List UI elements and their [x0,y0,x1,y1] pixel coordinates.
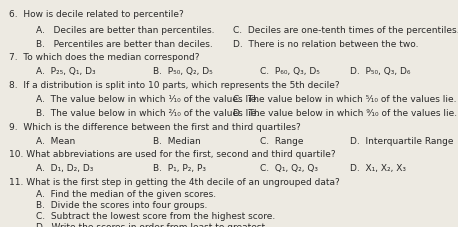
Text: B.  The value below in which ²⁄₁₀ of the values lie.: B. The value below in which ²⁄₁₀ of the … [36,108,259,117]
Text: 6.  How is decile related to percentile?: 6. How is decile related to percentile? [9,10,184,19]
Text: A.  The value below in which ¹⁄₁₀ of the values lie.: A. The value below in which ¹⁄₁₀ of the … [36,95,259,104]
Text: A.  D₁, D₂, D₃: A. D₁, D₂, D₃ [36,163,93,173]
Text: C.  Deciles are one-tenth times of the percentiles.: C. Deciles are one-tenth times of the pe… [234,26,458,35]
Text: A.  P₂₅, Q₁, D₃: A. P₂₅, Q₁, D₃ [36,67,96,76]
Text: D.  P₅₀, Q₃, D₆: D. P₅₀, Q₃, D₆ [350,67,411,76]
Text: A.  Find the median of the given scores.: A. Find the median of the given scores. [36,189,216,198]
Text: B.  Median: B. Median [153,136,201,145]
Text: 9.  Which is the difference between the first and third quartiles?: 9. Which is the difference between the f… [9,122,301,131]
Text: 10. What abbreviations are used for the first, second and third quartile?: 10. What abbreviations are used for the … [9,150,336,159]
Text: D.  X₁, X₂, X₃: D. X₁, X₂, X₃ [350,163,406,173]
Text: D.  Interquartile Range: D. Interquartile Range [350,136,454,145]
Text: 8.  If a distribution is split into 10 parts, which represents the 5th decile?: 8. If a distribution is split into 10 pa… [9,81,340,90]
Text: C.  P₆₀, Q₃, D₅: C. P₆₀, Q₃, D₅ [261,67,320,76]
Text: A.   Deciles are better than percentiles.: A. Deciles are better than percentiles. [36,26,214,35]
Text: C.  Q₁, Q₂, Q₃: C. Q₁, Q₂, Q₃ [261,163,318,173]
Text: B.  Divide the scores into four groups.: B. Divide the scores into four groups. [36,200,207,209]
Text: A.  Mean: A. Mean [36,136,75,145]
Text: B.  P₅₀, Q₂, D₅: B. P₅₀, Q₂, D₅ [153,67,213,76]
Text: C.  The value below in which ⁵⁄₁₀ of the values lie.: C. The value below in which ⁵⁄₁₀ of the … [234,95,457,104]
Text: B.   Percentiles are better than deciles.: B. Percentiles are better than deciles. [36,39,213,48]
Text: D.  There is no relation between the two.: D. There is no relation between the two. [234,39,419,48]
Text: B.  P₁, P₂, P₃: B. P₁, P₂, P₃ [153,163,206,173]
Text: C.  Range: C. Range [261,136,304,145]
Text: 7.  To which does the median correspond?: 7. To which does the median correspond? [9,53,200,62]
Text: D.  The value below in which ⁹⁄₁₀ of the values lie.: D. The value below in which ⁹⁄₁₀ of the … [234,108,458,117]
Text: D.  Write the scores in order from least to greatest.: D. Write the scores in order from least … [36,222,268,227]
Text: C.  Subtract the lowest score from the highest score.: C. Subtract the lowest score from the hi… [36,211,275,220]
Text: 11. What is the first step in getting the 4th decile of an ungrouped data?: 11. What is the first step in getting th… [9,177,340,186]
